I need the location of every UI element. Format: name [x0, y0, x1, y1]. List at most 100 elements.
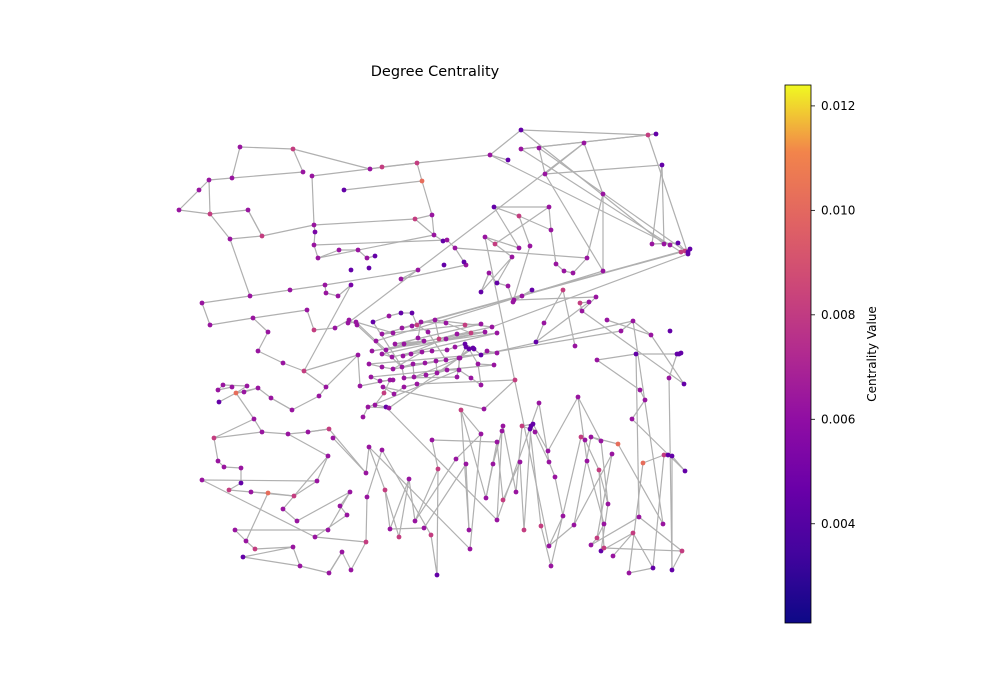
graph-edge — [540, 525, 552, 567]
graph-node — [541, 320, 547, 326]
graph-node — [516, 245, 522, 251]
graph-edge — [550, 229, 557, 265]
graph-node — [429, 437, 435, 443]
graph-node — [380, 384, 386, 390]
graph-node — [364, 255, 370, 261]
graph-edge — [651, 164, 663, 245]
graph-node — [364, 494, 370, 500]
graph-edge — [632, 320, 652, 336]
graph-node — [366, 444, 372, 450]
graph-node — [630, 318, 636, 324]
graph-edge — [178, 209, 211, 215]
graph-edge — [398, 478, 410, 538]
graph-node — [536, 400, 542, 406]
graph-edge — [357, 354, 361, 387]
graph-edge — [548, 515, 564, 547]
graph-edge — [316, 455, 329, 482]
graph-edge — [480, 320, 634, 356]
graph-edge — [628, 567, 654, 574]
graph-node — [255, 348, 261, 354]
graph-node — [238, 480, 244, 486]
graph-node — [548, 563, 554, 569]
graph-node — [457, 355, 463, 361]
graph-edge — [652, 454, 665, 569]
graph-node — [392, 341, 398, 347]
graph-edge — [292, 148, 304, 173]
graph-edge — [299, 565, 330, 574]
graph-node — [458, 407, 464, 413]
graph-edge — [513, 296, 597, 301]
graph-node — [561, 268, 567, 274]
graph-edge — [420, 321, 447, 324]
graph-edge — [491, 253, 689, 328]
graph-node — [280, 360, 286, 366]
graph-node — [511, 297, 517, 303]
graph-node — [443, 336, 449, 342]
graph-node — [667, 242, 673, 248]
graph-edge — [213, 431, 263, 439]
graph-node — [326, 426, 332, 432]
graph-edge — [583, 142, 604, 195]
graph-edge — [573, 453, 613, 526]
graph-node — [311, 242, 317, 248]
graph-node — [386, 405, 392, 411]
graph-edge — [431, 439, 498, 443]
graph-node — [399, 364, 405, 370]
graph-node — [577, 300, 583, 306]
graph-node — [440, 238, 446, 244]
graph-edge — [201, 295, 251, 304]
graph-edge — [289, 284, 326, 291]
graph-node — [633, 351, 639, 357]
graph-edge — [408, 478, 416, 522]
graph-edge — [590, 516, 640, 546]
graph-edge — [423, 463, 467, 529]
graph-edge — [313, 239, 448, 246]
graph-node — [518, 146, 524, 152]
graph-edge — [242, 556, 301, 567]
graph-node — [357, 383, 363, 389]
graph-edge — [416, 154, 491, 164]
graph-edge — [332, 437, 367, 474]
graph-edge — [532, 423, 549, 452]
graph-node — [527, 426, 533, 432]
graph-edge — [371, 332, 498, 352]
graph-node — [444, 367, 450, 373]
graph-node — [415, 335, 421, 341]
graph-edge — [343, 180, 423, 191]
graph-edge — [635, 353, 640, 518]
graph-node — [368, 374, 374, 380]
graph-node — [436, 336, 442, 342]
graph-node — [335, 293, 341, 299]
graph-node — [532, 429, 538, 435]
graph-edge — [327, 491, 351, 531]
graph-node — [453, 456, 459, 462]
graph-edge — [414, 218, 435, 236]
graph-edge — [477, 363, 482, 386]
colorbar-tick-label: 0.004 — [821, 517, 855, 531]
graph-node — [199, 477, 205, 483]
network-edges — [178, 129, 691, 576]
graph-node — [411, 374, 417, 380]
graph-node — [661, 241, 667, 247]
graph-node — [418, 319, 424, 325]
graph-node — [500, 497, 506, 503]
graph-edge — [547, 396, 579, 452]
graph-edge — [598, 469, 609, 505]
graph-node — [390, 377, 396, 383]
colorbar-ticks: 0.004 0.006 0.008 0.010 0.012 — [811, 99, 855, 531]
graph-node — [196, 187, 202, 193]
graph-edge — [480, 256, 513, 293]
graph-edge — [384, 489, 400, 538]
graph-node — [529, 287, 535, 293]
graph-edge — [638, 516, 683, 552]
graph-node — [578, 434, 584, 440]
graph-node — [323, 384, 329, 390]
graph-node — [312, 229, 318, 235]
graph-node — [255, 385, 261, 391]
graph-edge — [529, 428, 542, 527]
graph-node — [348, 267, 354, 273]
graph-edge — [218, 392, 237, 403]
graph-node — [588, 434, 594, 440]
graph-edge — [445, 322, 472, 334]
graph-edge — [368, 446, 471, 550]
